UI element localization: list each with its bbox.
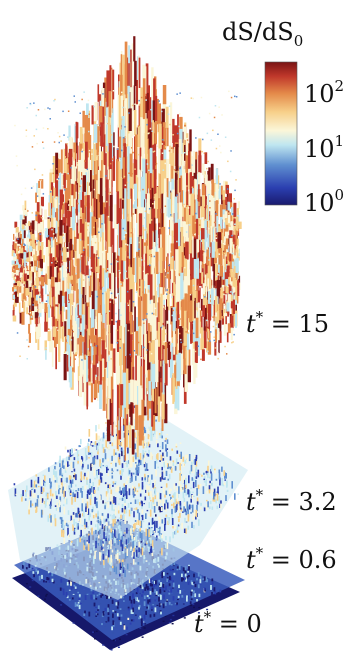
time-label-3.2: t* = 3.2	[246, 486, 337, 516]
surface-t3.2	[8, 404, 248, 600]
time-label-0.6: t* = 0.6	[246, 544, 337, 574]
time-label-0: t* = 0	[194, 608, 262, 638]
colorbar: dS/dS0 102 101 100	[222, 18, 344, 217]
colorbar-gradient	[264, 61, 298, 206]
colorbar-tick-label: 101	[304, 132, 344, 163]
time-label-15: t* = 15	[246, 308, 329, 338]
surface-t15	[11, 36, 242, 468]
colorbar-title: dS/dS0	[222, 18, 303, 50]
colorbar-tick-label: 100	[304, 186, 344, 217]
colorbar-tick-label: 102	[304, 77, 344, 108]
